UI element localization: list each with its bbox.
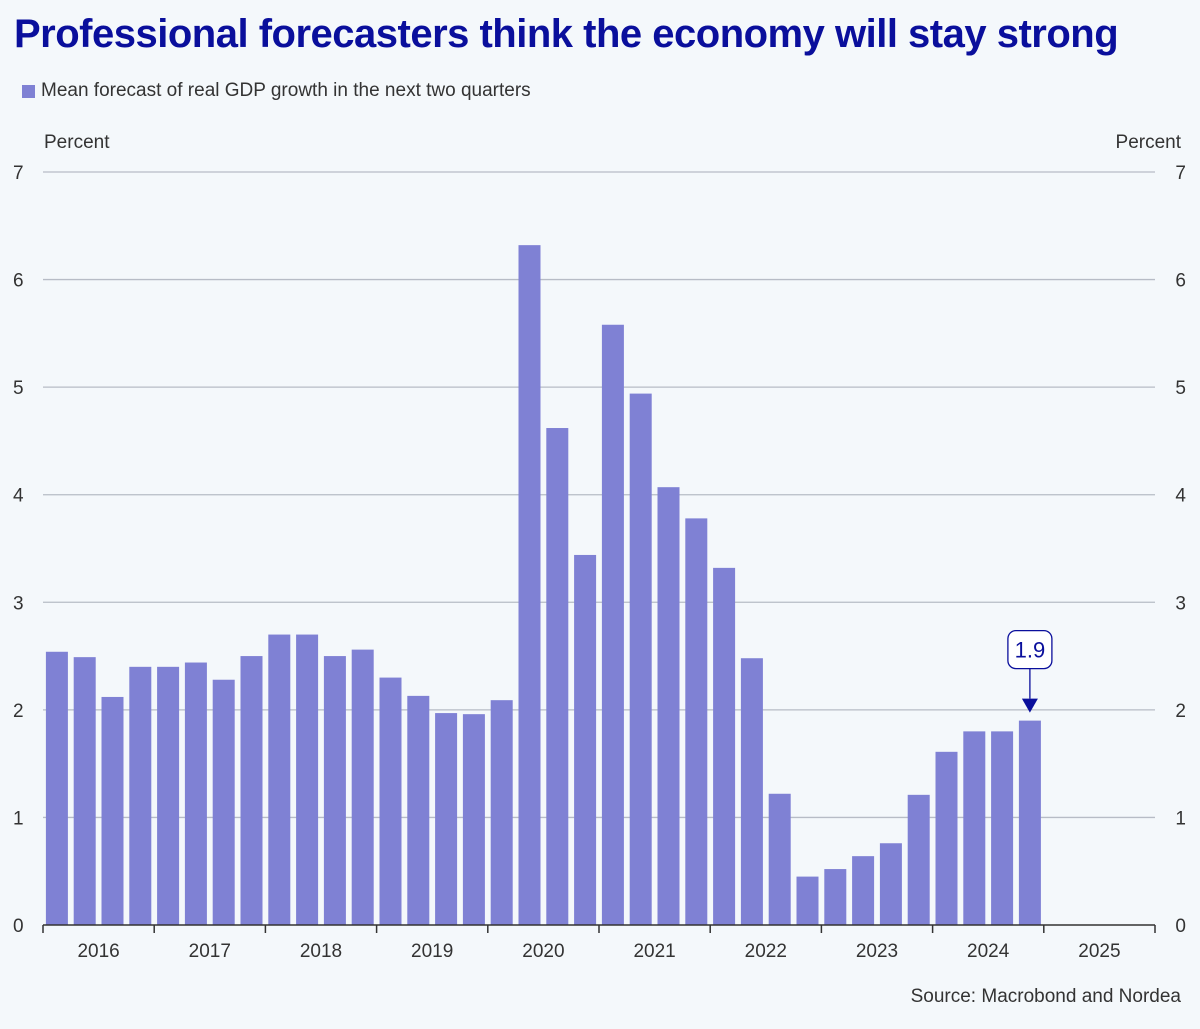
y-tick-label-right: 7 (1175, 163, 1186, 184)
bar (852, 856, 875, 925)
bar (601, 324, 624, 925)
legend-swatch (22, 84, 35, 98)
y-tick-label-left: 6 (13, 271, 24, 292)
bar (907, 794, 930, 925)
y-tick-label-left: 1 (13, 808, 24, 829)
y-tick-label-left: 4 (13, 486, 24, 507)
bar (768, 793, 791, 925)
x-tick-label: 2020 (522, 941, 564, 962)
x-tick-label: 2024 (967, 941, 1010, 962)
bar (323, 656, 346, 925)
x-tick-label: 2018 (300, 941, 342, 962)
bar (574, 554, 597, 925)
x-tick-label: 2017 (189, 941, 231, 962)
y-tick-label-right: 4 (1175, 486, 1186, 507)
annotation-arrow (1021, 698, 1038, 713)
x-tick-label: 2021 (633, 941, 675, 962)
bar (518, 245, 541, 926)
bar (462, 714, 485, 925)
y-tick-label-right: 1 (1175, 808, 1186, 829)
y-tick-label-left: 2 (13, 701, 24, 722)
y-tick-label-right: 0 (1175, 916, 1186, 937)
bar (546, 428, 569, 925)
y-axis-unit-right: Percent (1115, 132, 1181, 153)
bar (407, 695, 430, 925)
bar (713, 567, 736, 925)
y-axis-unit-left: Percent (44, 132, 110, 153)
bar (685, 518, 708, 925)
x-tick-label: 2023 (856, 941, 898, 962)
bar (101, 696, 124, 925)
y-tick-label-left: 0 (13, 916, 24, 937)
bar (1018, 720, 1041, 925)
bar (45, 651, 68, 925)
y-tick-label-left: 7 (13, 163, 24, 184)
bar (935, 751, 958, 925)
bar (351, 649, 374, 925)
y-tick-label-right: 6 (1175, 271, 1186, 292)
annotation-label: 1.9 (1015, 638, 1046, 663)
bar (73, 657, 96, 925)
x-tick-label: 2025 (1078, 941, 1120, 962)
bar (240, 656, 263, 925)
bar (657, 487, 680, 925)
bar (157, 666, 180, 925)
bar (129, 666, 152, 925)
chart-title: Professional forecasters think the econo… (14, 12, 1119, 56)
bar (212, 679, 235, 925)
source-note: Source: Macrobond and Nordea (910, 986, 1181, 1007)
legend-label: Mean forecast of real GDP growth in the … (41, 80, 531, 101)
legend: Mean forecast of real GDP growth in the … (22, 80, 531, 102)
y-tick-label-right: 3 (1175, 593, 1186, 614)
bar (991, 731, 1014, 925)
y-tick-label-left: 5 (13, 378, 24, 399)
bar (184, 662, 207, 925)
y-tick-label-right: 5 (1175, 378, 1186, 399)
bar (629, 393, 652, 925)
bar (490, 700, 513, 925)
bar (296, 634, 319, 925)
bar (879, 843, 902, 925)
y-tick-label-left: 3 (13, 593, 24, 614)
bar (379, 677, 402, 925)
bar (796, 876, 819, 925)
x-tick-label: 2016 (77, 941, 119, 962)
y-tick-label-right: 2 (1175, 701, 1186, 722)
bar (740, 658, 763, 925)
bar (268, 634, 291, 925)
bar (435, 713, 458, 925)
bar (963, 731, 986, 925)
x-tick-label: 2022 (745, 941, 787, 962)
bar (824, 869, 847, 925)
x-tick-label: 2019 (411, 941, 453, 962)
